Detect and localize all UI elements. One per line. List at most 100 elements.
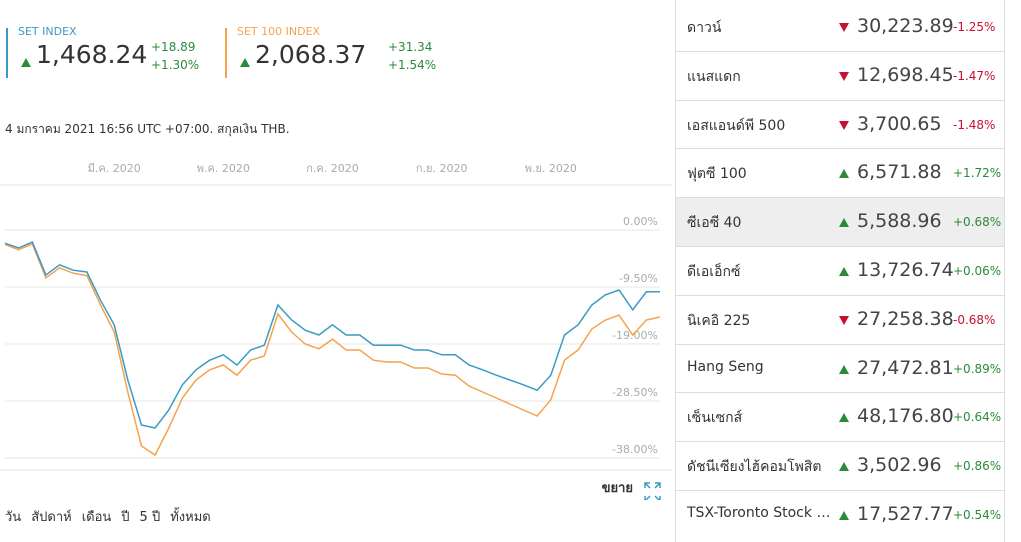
timestamp: 4 มกราคม 2021 16:56 UTC +07:00. สกุลเงิน… bbox=[5, 122, 290, 136]
market-name: ฟุตซี 100 bbox=[687, 166, 747, 183]
market-change: -1.47% bbox=[953, 68, 996, 83]
market-row[interactable]: นิเคอิ 225 27,258.38 -0.68% bbox=[676, 296, 1004, 345]
arrow bbox=[839, 71, 849, 81]
market-row[interactable]: แนสแดก 12,698.45 -1.47% bbox=[676, 52, 1004, 101]
arrow-down bbox=[839, 120, 849, 130]
market-value: 3,700.65 bbox=[857, 112, 942, 135]
arrow-up bbox=[839, 364, 849, 374]
market-row[interactable]: ดัชนีเซียงไฮ้คอมโพสิต 3,502.96 +0.86% bbox=[676, 442, 1004, 491]
arrow bbox=[839, 315, 849, 325]
market-name: นิเคอิ 225 bbox=[687, 312, 751, 329]
market-value: 3,502.96 bbox=[857, 454, 942, 477]
market-value: 27,258.38 bbox=[857, 307, 954, 330]
market-name: แนสแดก bbox=[687, 68, 741, 85]
quote-change: +31.34 bbox=[388, 40, 433, 54]
market-value: 30,223.89 bbox=[857, 15, 954, 37]
arrow-down bbox=[839, 315, 849, 325]
range-button[interactable]: เดือน bbox=[81, 510, 112, 525]
market-change: -1.25% bbox=[953, 20, 996, 34]
market-change: +1.72% bbox=[953, 166, 1002, 181]
y-tick-label: -19.00% bbox=[612, 329, 658, 342]
market-change: -1.48% bbox=[953, 117, 996, 132]
arrow bbox=[839, 462, 849, 472]
arrow-up bbox=[839, 511, 849, 520]
market-row[interactable]: เซ็นเซกส์ 48,176.80 +0.64% bbox=[676, 393, 1004, 443]
range-button[interactable]: 5 ปี bbox=[139, 510, 161, 525]
arrow bbox=[839, 364, 849, 374]
market-value: 27,472.81 bbox=[857, 356, 954, 379]
series-line bbox=[4, 242, 661, 457]
quote-bar bbox=[225, 28, 227, 78]
arrow-up bbox=[839, 169, 849, 179]
market-value: 5,588.96 bbox=[857, 210, 942, 233]
arrow-up bbox=[839, 218, 849, 228]
y-tick-label: -38.00% bbox=[612, 443, 658, 456]
y-tick-label: -9.50% bbox=[619, 272, 658, 285]
market-name: ดาวน์ bbox=[687, 20, 722, 36]
market-row[interactable]: ฟุตซี 100 6,571.88 +1.72% bbox=[676, 149, 1004, 199]
quote-value: 2,068.37 bbox=[255, 40, 367, 69]
market-row[interactable]: ซีเอซี 40 5,588.96 +0.68% bbox=[676, 198, 1004, 247]
x-tick-label: พ.ค. 2020 bbox=[197, 162, 250, 175]
series-line bbox=[4, 241, 660, 429]
market-name: Hang Seng bbox=[687, 358, 764, 375]
market-change: +0.06% bbox=[953, 264, 1002, 278]
market-value: 12,698.45 bbox=[857, 63, 954, 86]
range-button[interactable]: ทั้งหมด bbox=[170, 510, 211, 525]
quote-change: +18.89 bbox=[151, 40, 196, 54]
arrow bbox=[839, 413, 849, 423]
market-value: 48,176.80 bbox=[857, 405, 954, 428]
arrow-up bbox=[839, 413, 849, 423]
market-row[interactable]: ดาวน์ 30,223.89 -1.25% bbox=[676, 3, 1004, 52]
market-change: +0.68% bbox=[953, 215, 1002, 230]
arrow bbox=[839, 120, 849, 130]
y-tick-label: 0.00% bbox=[623, 215, 658, 228]
market-name: ดีเอเอ็กซ์ bbox=[687, 264, 741, 280]
arrow-up bbox=[839, 267, 849, 276]
market-name: เอสแอนด์พี 500 bbox=[687, 117, 786, 134]
market-change: +0.64% bbox=[953, 410, 1002, 425]
arrow bbox=[839, 218, 849, 228]
market-row[interactable]: ดีเอเอ็กซ์ 13,726.74 +0.06% bbox=[676, 247, 1004, 296]
market-value: 13,726.74 bbox=[857, 259, 954, 281]
arrow bbox=[240, 58, 250, 67]
quote-value: 1,468.24 bbox=[36, 40, 148, 69]
market-value: 17,527.77 bbox=[857, 503, 954, 525]
arrow-down bbox=[839, 71, 849, 81]
arrow-up bbox=[839, 462, 849, 472]
market-name: เซ็นเซกส์ bbox=[687, 410, 743, 427]
arrow-down bbox=[839, 23, 849, 32]
market-change: +0.89% bbox=[953, 361, 1002, 376]
market-row[interactable]: TSX-Toronto Stock Exchange 300 Composite… bbox=[676, 491, 1004, 539]
market-name: ดัชนีเซียงไฮ้คอมโพสิต bbox=[687, 459, 822, 476]
market-name: ซีเอซี 40 bbox=[687, 215, 742, 232]
market-row[interactable]: Hang Seng 27,472.81 +0.89% bbox=[676, 345, 1004, 394]
range-button[interactable]: สัปดาห์ bbox=[31, 510, 72, 525]
arrow bbox=[839, 511, 849, 520]
arrow-up bbox=[240, 58, 250, 67]
x-tick-label: พ.ย. 2020 bbox=[525, 162, 577, 175]
arrow-up bbox=[21, 58, 31, 67]
arrow bbox=[21, 58, 31, 67]
market-change: +0.54% bbox=[953, 508, 1002, 522]
arrow bbox=[839, 169, 849, 179]
chart: ขยาย 0.00% -9.50% -19.00% -28.50% -38.00% มี.… bbox=[0, 162, 672, 500]
x-tick-label: มี.ค. 2020 bbox=[88, 162, 141, 175]
expand-icon[interactable] bbox=[644, 482, 661, 500]
x-tick-label: ก.ค. 2020 bbox=[306, 162, 359, 175]
market-name: TSX-Toronto Stock Exchange 300 Composite bbox=[687, 505, 833, 521]
range-button[interactable]: วัน bbox=[5, 510, 22, 525]
market-change: -0.68% bbox=[953, 312, 996, 327]
range-button[interactable]: ปี bbox=[121, 510, 130, 525]
market-change: +0.86% bbox=[953, 459, 1002, 474]
y-tick-label: -28.50% bbox=[612, 386, 658, 399]
arrow bbox=[839, 23, 849, 32]
arrow bbox=[839, 267, 849, 276]
expand-button[interactable]: ขยาย bbox=[602, 481, 633, 496]
quote-percent: +1.30% bbox=[151, 58, 200, 72]
quote-percent: +1.54% bbox=[388, 58, 437, 72]
market-list: ดาวน์ 30,223.89 -1.25% แนสแดก 12,698.45 -1.47… bbox=[675, 0, 1005, 542]
quote-name: SET 100 INDEX bbox=[237, 25, 321, 38]
market-row[interactable]: เอสแอนด์พี 500 3,700.65 -1.48% bbox=[676, 101, 1004, 150]
